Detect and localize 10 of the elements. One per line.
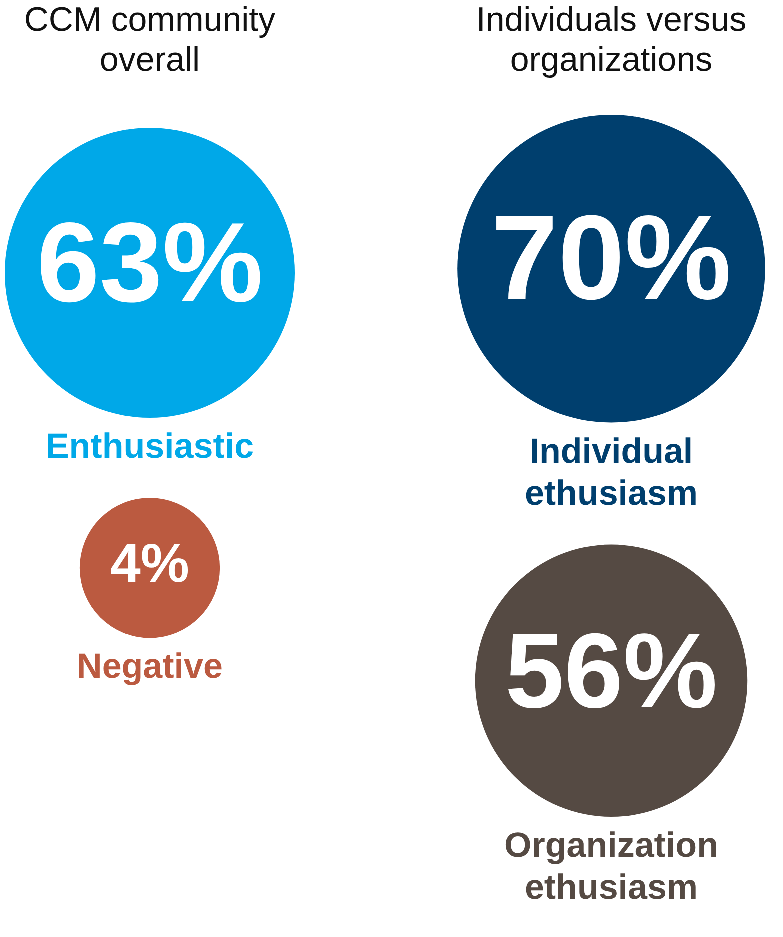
data-label: 70% — [491, 190, 732, 325]
category-label: Organization ethusiasm — [504, 825, 720, 910]
text: Individuals versus organizations — [475, 0, 748, 80]
category-label: Negative — [76, 646, 224, 688]
data-label: 56% — [505, 612, 718, 730]
category-label: Individual ethusiasm — [524, 430, 700, 515]
category-label: Enthusiastic — [44, 426, 256, 468]
data-label: 4% — [110, 532, 190, 594]
data-label: 63% — [36, 199, 264, 326]
text: CCM community overall — [23, 0, 277, 80]
